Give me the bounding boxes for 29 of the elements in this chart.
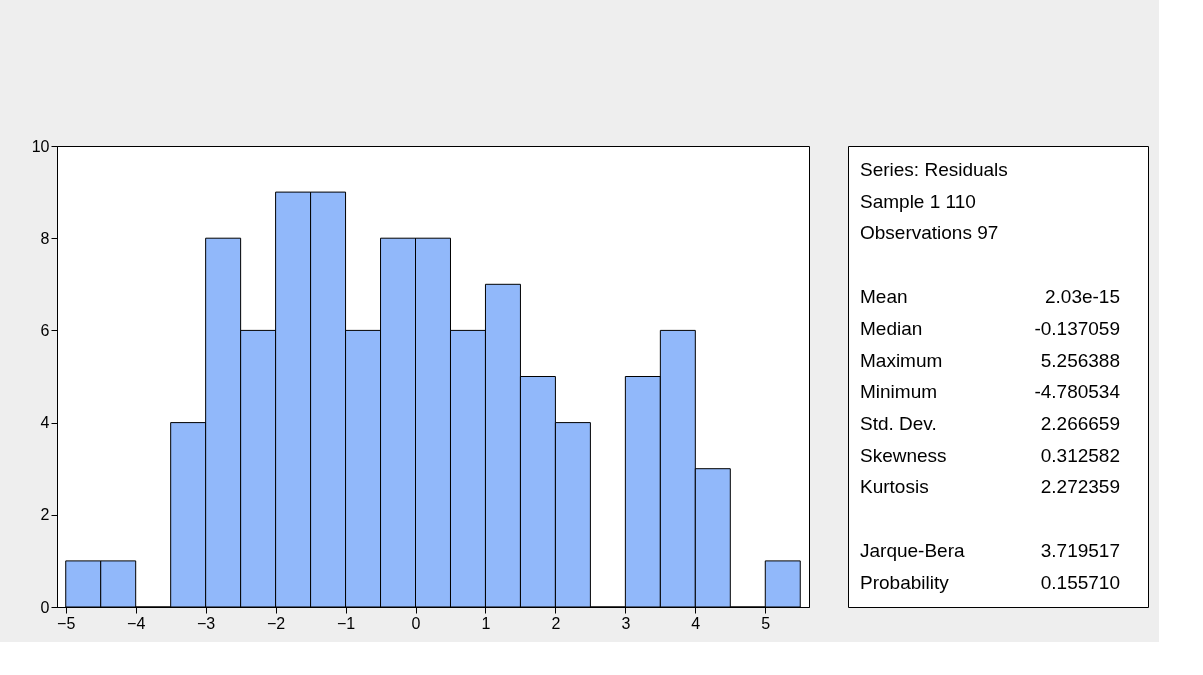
x-tick-label: −3 — [197, 614, 216, 632]
y-tick-label: 2 — [40, 506, 50, 524]
y-tick-label: 0 — [40, 598, 50, 616]
text: Sample 1 110 — [860, 190, 976, 212]
y-tick-label: 10 — [31, 137, 50, 155]
text: Median -0.137059 — [860, 317, 1120, 339]
text: Series: Residuals — [860, 159, 1008, 180]
x-tick-label: 0 — [411, 614, 421, 632]
text: Std. Dev. 2.266659 — [860, 412, 1120, 434]
text: Skewness 0.312582 — [860, 444, 1120, 466]
text: Mean 2.03e-15 — [860, 286, 1120, 308]
x-tick-label: 1 — [481, 614, 491, 632]
x-tick-label: −4 — [127, 614, 146, 632]
text: Observations 97 — [860, 222, 999, 244]
text: Probability 0.155710 — [860, 571, 1120, 593]
y-tick-label: 4 — [40, 414, 50, 432]
text: Kurtosis 2.272359 — [860, 476, 1120, 498]
text: Minimum -4.780534 — [860, 381, 1120, 403]
x-tick-label: −5 — [57, 614, 76, 632]
x-tick-label: 5 — [761, 614, 771, 632]
x-tick-label: −2 — [266, 614, 286, 632]
text: Maximum 5.256388 — [860, 349, 1120, 371]
x-tick-label: 4 — [691, 614, 701, 632]
x-tick-label: 2 — [551, 614, 561, 632]
text: Jarque-Bera 3.719517 — [860, 540, 1120, 561]
x-tick-label: −1 — [336, 614, 356, 632]
y-tick-label: 8 — [40, 229, 50, 247]
x-tick-label: 3 — [621, 614, 631, 632]
y-tick-label: 6 — [40, 321, 50, 339]
